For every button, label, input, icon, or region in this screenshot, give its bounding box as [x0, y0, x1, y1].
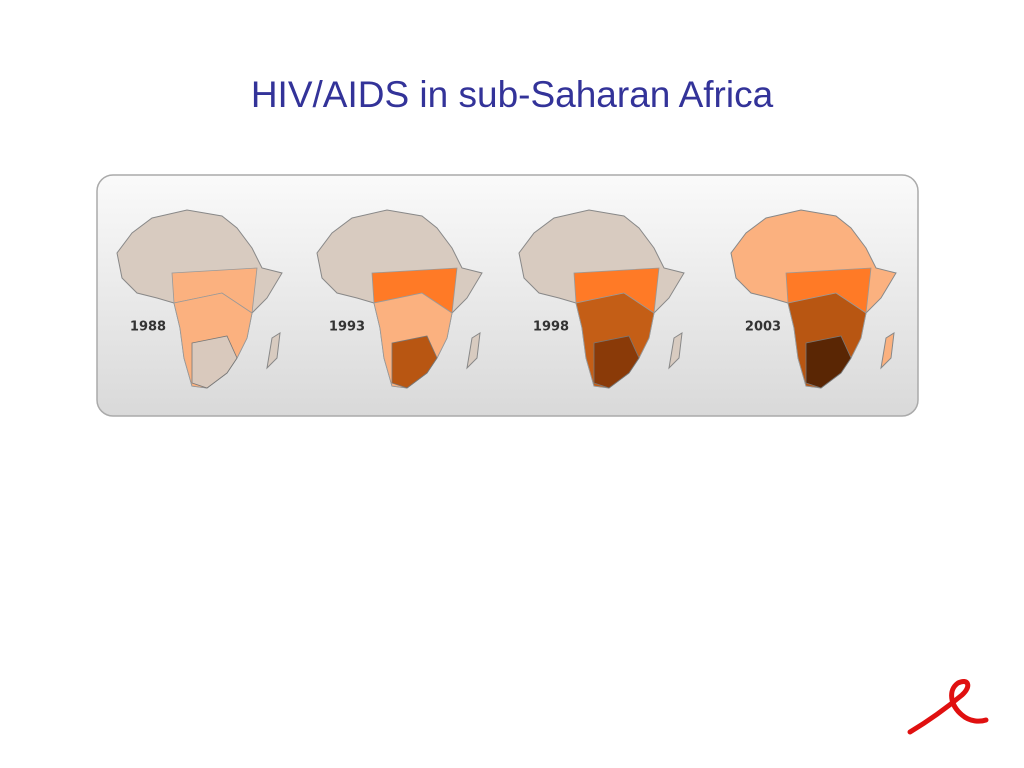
slide-title: HIV/AIDS in sub-Saharan Africa [251, 74, 774, 115]
map-year-label: 1998 [533, 320, 569, 335]
map-year-label: 1993 [329, 320, 365, 335]
map-year-label: 2003 [745, 320, 781, 335]
map-panel [96, 174, 919, 417]
red-ribbon-logo [907, 679, 989, 735]
map-year-label: 1988 [130, 320, 166, 335]
